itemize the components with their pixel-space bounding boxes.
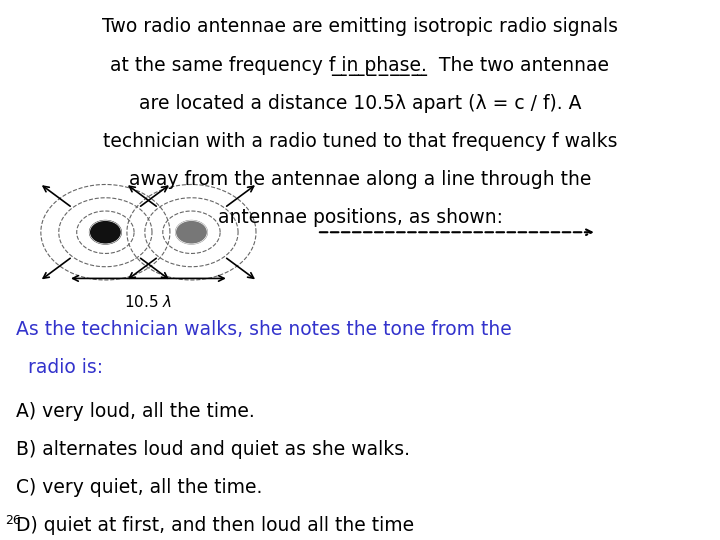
Text: As the technician walks, she notes the tone from the: As the technician walks, she notes the t… — [16, 320, 511, 339]
Text: away from the antennae along a line through the: away from the antennae along a line thro… — [129, 170, 591, 189]
Text: radio is:: radio is: — [16, 358, 103, 377]
Text: are located a distance 10.5λ apart (λ = c / f). A: are located a distance 10.5λ apart (λ = … — [139, 94, 581, 113]
Text: at the same frequency f ̲i̲n̲ ̲p̲h̲a̲s̲e̲.̲  The two antennae: at the same frequency f ̲i̲n̲ ̲p̲h̲a̲s̲e… — [110, 56, 610, 76]
Text: D) quiet at first, and then loud all the time: D) quiet at first, and then loud all the… — [16, 516, 414, 535]
Text: technician with a radio tuned to that frequency f walks: technician with a radio tuned to that fr… — [103, 132, 617, 151]
Text: C) very quiet, all the time.: C) very quiet, all the time. — [16, 478, 262, 497]
Text: 10.5 $\lambda$: 10.5 $\lambda$ — [125, 294, 173, 310]
Text: 26: 26 — [5, 514, 21, 527]
Text: A) very loud, all the time.: A) very loud, all the time. — [16, 402, 254, 421]
Text: antennae positions, as shown:: antennae positions, as shown: — [217, 208, 503, 227]
Circle shape — [176, 220, 207, 244]
Text: Two radio antennae are emitting isotropic radio signals: Two radio antennae are emitting isotropi… — [102, 17, 618, 36]
Text: B) alternates loud and quiet as she walks.: B) alternates loud and quiet as she walk… — [16, 440, 410, 459]
Circle shape — [89, 220, 121, 244]
